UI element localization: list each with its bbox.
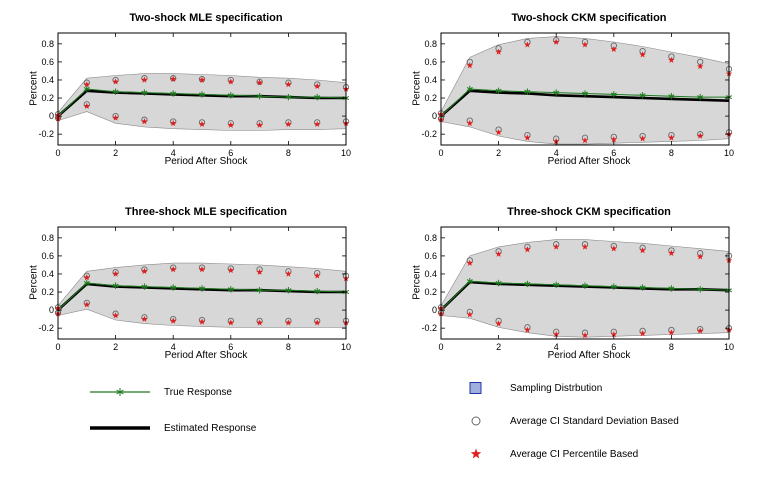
plot-canvas-three-shock-ckm: 0 2 4 6 8 10-0.200.20.40.60.8 <box>421 226 734 352</box>
svg-text:0.8: 0.8 <box>424 39 437 49</box>
svg-text:0: 0 <box>432 305 437 315</box>
plot-title: Two-shock CKM specification <box>511 12 667 24</box>
svg-text:6: 6 <box>228 148 233 158</box>
svg-text:8: 8 <box>286 148 291 158</box>
subplot-two-shock-mle: Two-shock MLE specification Percent 0 2 4 6… <box>22 12 354 167</box>
svg-text:0: 0 <box>49 305 54 315</box>
svg-text:4: 4 <box>554 148 559 158</box>
svg-text:0.4: 0.4 <box>424 269 437 279</box>
svg-text:0.2: 0.2 <box>41 287 54 297</box>
svg-text:4: 4 <box>554 342 559 352</box>
svg-text:0.8: 0.8 <box>424 233 437 243</box>
legend-entry-ci-sd: Average CI Standard Deviation Based <box>468 413 679 429</box>
legend-label-ci-pct: Average CI Percentile Based <box>510 448 639 460</box>
y-axis-label: Percent <box>411 71 423 106</box>
svg-text:0.4: 0.4 <box>424 75 437 85</box>
svg-text:0.2: 0.2 <box>41 93 54 103</box>
svg-text:0.4: 0.4 <box>41 269 54 279</box>
svg-text:0.2: 0.2 <box>424 93 437 103</box>
true-response-line-icon <box>90 388 150 396</box>
svg-text:0: 0 <box>438 342 443 352</box>
marker-legend: Sampling Distrbution Average CI Standard… <box>468 380 679 479</box>
subplot-three-shock-ckm: Three-shock CKM specification Percent 0 2… <box>405 206 737 361</box>
svg-text:0.6: 0.6 <box>41 251 54 261</box>
plot-canvas-three-shock-mle: 0 2 4 6 8 10-0.200.20.40.60.8 <box>38 226 351 352</box>
y-axis-label: Percent <box>411 265 423 300</box>
x-axis-label: Period After Shock <box>547 156 631 167</box>
svg-text:10: 10 <box>724 148 734 158</box>
svg-text:0.8: 0.8 <box>41 233 54 243</box>
svg-text:0.8: 0.8 <box>41 39 54 49</box>
ci-sd-circle-icon <box>471 416 481 426</box>
plot-canvas-two-shock-mle: 0 2 4 6 8 10-0.200.20.40.60.8 <box>38 32 351 158</box>
svg-text:0.4: 0.4 <box>41 75 54 85</box>
svg-text:10: 10 <box>341 342 351 352</box>
svg-text:2: 2 <box>113 342 118 352</box>
plot-title: Two-shock MLE specification <box>129 12 283 24</box>
svg-text:0: 0 <box>49 111 54 121</box>
legend-label-true-response: True Response <box>164 386 232 398</box>
legend-entry-true-response: True Response <box>88 384 256 400</box>
svg-text:-0.2: -0.2 <box>38 323 54 333</box>
legend-label-estimated-response: Estimated Response <box>164 422 257 434</box>
plot-canvas-two-shock-ckm: 0 2 4 6 8 10-0.200.20.40.60.8 <box>421 32 734 158</box>
svg-text:0.6: 0.6 <box>41 57 54 67</box>
svg-text:0: 0 <box>432 111 437 121</box>
svg-text:4: 4 <box>171 148 176 158</box>
svg-text:2: 2 <box>496 148 501 158</box>
plot-title: Three-shock CKM specification <box>507 206 671 218</box>
x-axis-label: Period After Shock <box>164 156 248 167</box>
svg-text:8: 8 <box>669 148 674 158</box>
subplot-two-shock-ckm: Two-shock CKM specification Percent 0 2 4 6… <box>405 12 737 167</box>
svg-text:8: 8 <box>669 342 674 352</box>
svg-text:0: 0 <box>438 148 443 158</box>
subplot-three-shock-mle: Three-shock MLE specification Percent 0 2… <box>22 206 354 361</box>
svg-text:6: 6 <box>611 342 616 352</box>
legend-entry-sampling-distribution: Sampling Distrbution <box>468 380 679 396</box>
svg-text:2: 2 <box>496 342 501 352</box>
plot-title: Three-shock MLE specification <box>125 206 287 218</box>
svg-text:4: 4 <box>171 342 176 352</box>
legend-entry-ci-pct: Average CI Percentile Based <box>468 446 679 462</box>
svg-text:6: 6 <box>228 342 233 352</box>
legend-label-ci-sd: Average CI Standard Deviation Based <box>510 415 679 427</box>
legend-label-sampling-distribution: Sampling Distrbution <box>510 382 603 394</box>
svg-text:8: 8 <box>286 342 291 352</box>
svg-text:0: 0 <box>55 342 60 352</box>
svg-text:-0.2: -0.2 <box>421 129 437 139</box>
estimated-response-line-icon <box>90 426 150 430</box>
svg-text:2: 2 <box>113 148 118 158</box>
y-axis-label: Percent <box>28 71 40 106</box>
sampling-distribution-swatch-icon <box>469 382 482 394</box>
svg-text:6: 6 <box>611 148 616 158</box>
svg-text:0: 0 <box>55 148 60 158</box>
x-axis-label: Period After Shock <box>547 350 631 361</box>
ci-pct-star-icon <box>470 448 482 459</box>
svg-text:0.6: 0.6 <box>424 57 437 67</box>
svg-text:-0.2: -0.2 <box>421 323 437 333</box>
y-axis-label: Percent <box>28 265 40 300</box>
legend-entry-estimated-response: Estimated Response <box>88 420 256 436</box>
svg-text:10: 10 <box>724 342 734 352</box>
x-axis-label: Period After Shock <box>164 350 248 361</box>
svg-text:-0.2: -0.2 <box>38 129 54 139</box>
svg-text:0.6: 0.6 <box>424 251 437 261</box>
svg-text:0.2: 0.2 <box>424 287 437 297</box>
line-legend: True Response Estimated Response <box>88 384 256 456</box>
svg-text:10: 10 <box>341 148 351 158</box>
